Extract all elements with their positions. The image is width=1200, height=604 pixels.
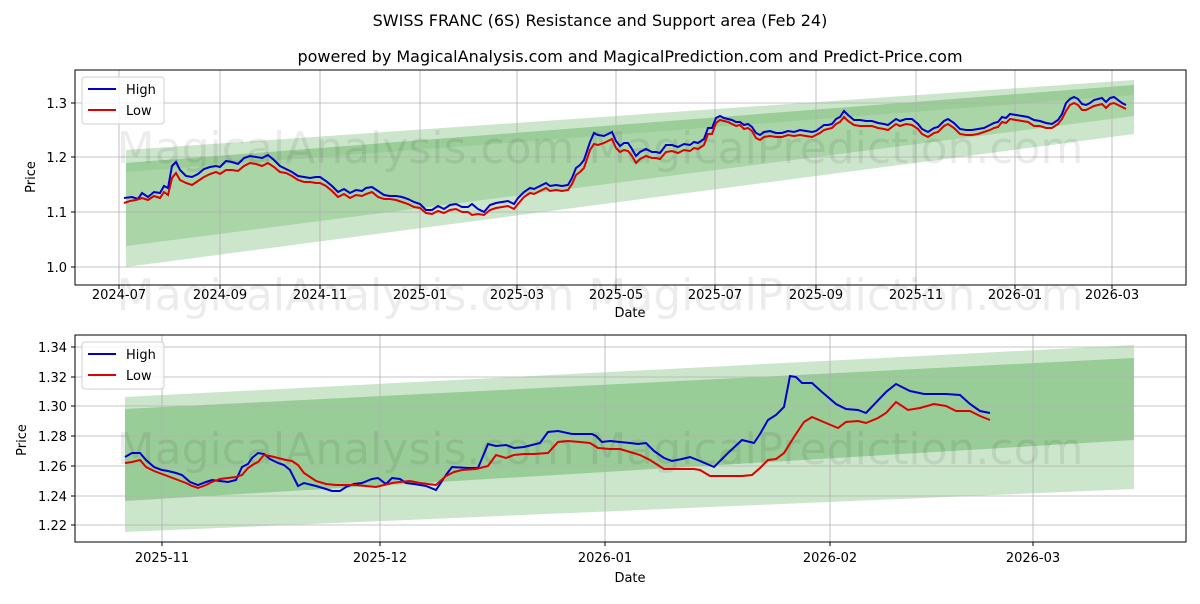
legend-high-label: High	[126, 348, 156, 363]
top-chart: MagicalAnalysis.com MagicalPrediction.co…	[24, 69, 1187, 321]
svg-text:2024-11: 2024-11	[293, 288, 347, 303]
bottom-legend: High Low	[81, 341, 165, 390]
legend-high-label: High	[126, 83, 156, 98]
low-line-bottom	[124, 400, 991, 490]
svg-text:1.22: 1.22	[38, 519, 67, 534]
svg-text:1.32: 1.32	[38, 371, 67, 386]
svg-text:2026-03: 2026-03	[1085, 288, 1139, 303]
chart-subtitle: powered by MagicalAnalysis.com and Magic…	[297, 47, 962, 66]
svg-text:2025-01: 2025-01	[393, 288, 447, 303]
svg-text:2025-03: 2025-03	[490, 288, 544, 303]
top-grid	[75, 70, 1186, 285]
svg-text:2024-07: 2024-07	[92, 288, 146, 303]
bottom-grid	[75, 335, 1186, 542]
svg-text:1.26: 1.26	[38, 460, 67, 475]
svg-text:2026-01: 2026-01	[578, 551, 632, 566]
inner-band-top	[126, 85, 1134, 246]
bottom-x-label: Date	[614, 571, 645, 586]
svg-text:2025-12: 2025-12	[353, 551, 407, 566]
bottom-axes-frame	[74, 334, 1187, 543]
top-x-ticks: 2024-07 2024-09 2024-11 2025-01 2025-03 …	[92, 285, 1139, 303]
svg-text:1.24: 1.24	[38, 490, 67, 505]
svg-text:2026-02: 2026-02	[803, 551, 857, 566]
svg-text:1.2: 1.2	[46, 151, 67, 166]
chart-title: SWISS FRANC (6S) Resistance and Support …	[373, 11, 828, 30]
svg-text:2026-01: 2026-01	[988, 288, 1042, 303]
svg-text:2025-11: 2025-11	[135, 551, 189, 566]
svg-text:1.3: 1.3	[46, 97, 67, 112]
top-x-label: Date	[614, 306, 645, 321]
watermark-top: MagicalAnalysis.com MagicalPrediction.co…	[117, 123, 1084, 174]
svg-text:1.28: 1.28	[38, 430, 67, 445]
high-line-bottom	[124, 374, 991, 492]
top-y-label: Price	[24, 161, 39, 193]
svg-text:2025-11: 2025-11	[889, 288, 943, 303]
inner-band-bottom	[125, 358, 1134, 501]
svg-text:2024-09: 2024-09	[193, 288, 247, 303]
watermark-bottom: MagicalAnalysis.com MagicalPrediction.co…	[117, 424, 1084, 475]
inner-core-top	[126, 85, 1134, 172]
bottom-y-label: Price	[15, 424, 30, 456]
top-legend: High Low	[81, 76, 165, 125]
svg-text:1.1: 1.1	[46, 206, 67, 221]
bottom-chart: MagicalAnalysis.com MagicalPrediction.co…	[15, 334, 1187, 586]
low-line-top	[123, 101, 1127, 217]
top-axes-frame	[74, 69, 1187, 286]
legend-low-label: Low	[126, 104, 152, 119]
bottom-x-ticks: 2025-11 2025-12 2026-01 2026-02 2026-03	[135, 542, 1060, 566]
svg-text:1.34: 1.34	[38, 341, 67, 356]
legend-low-label: Low	[126, 369, 152, 384]
svg-text:2025-05: 2025-05	[589, 288, 643, 303]
bottom-y-ticks: 1.34 1.32 1.30 1.28 1.26 1.24 1.22	[38, 341, 75, 534]
svg-text:1.0: 1.0	[46, 261, 67, 276]
top-y-ticks: 1.3 1.2 1.1 1.0	[46, 97, 75, 276]
svg-text:2025-07: 2025-07	[688, 288, 742, 303]
svg-text:2026-03: 2026-03	[1006, 551, 1060, 566]
high-line-top	[123, 95, 1127, 214]
svg-text:2025-09: 2025-09	[789, 288, 843, 303]
watermark-top-2: MagicalAnalysis.com MagicalPrediction.co…	[117, 270, 1084, 321]
svg-text:1.30: 1.30	[38, 400, 67, 415]
